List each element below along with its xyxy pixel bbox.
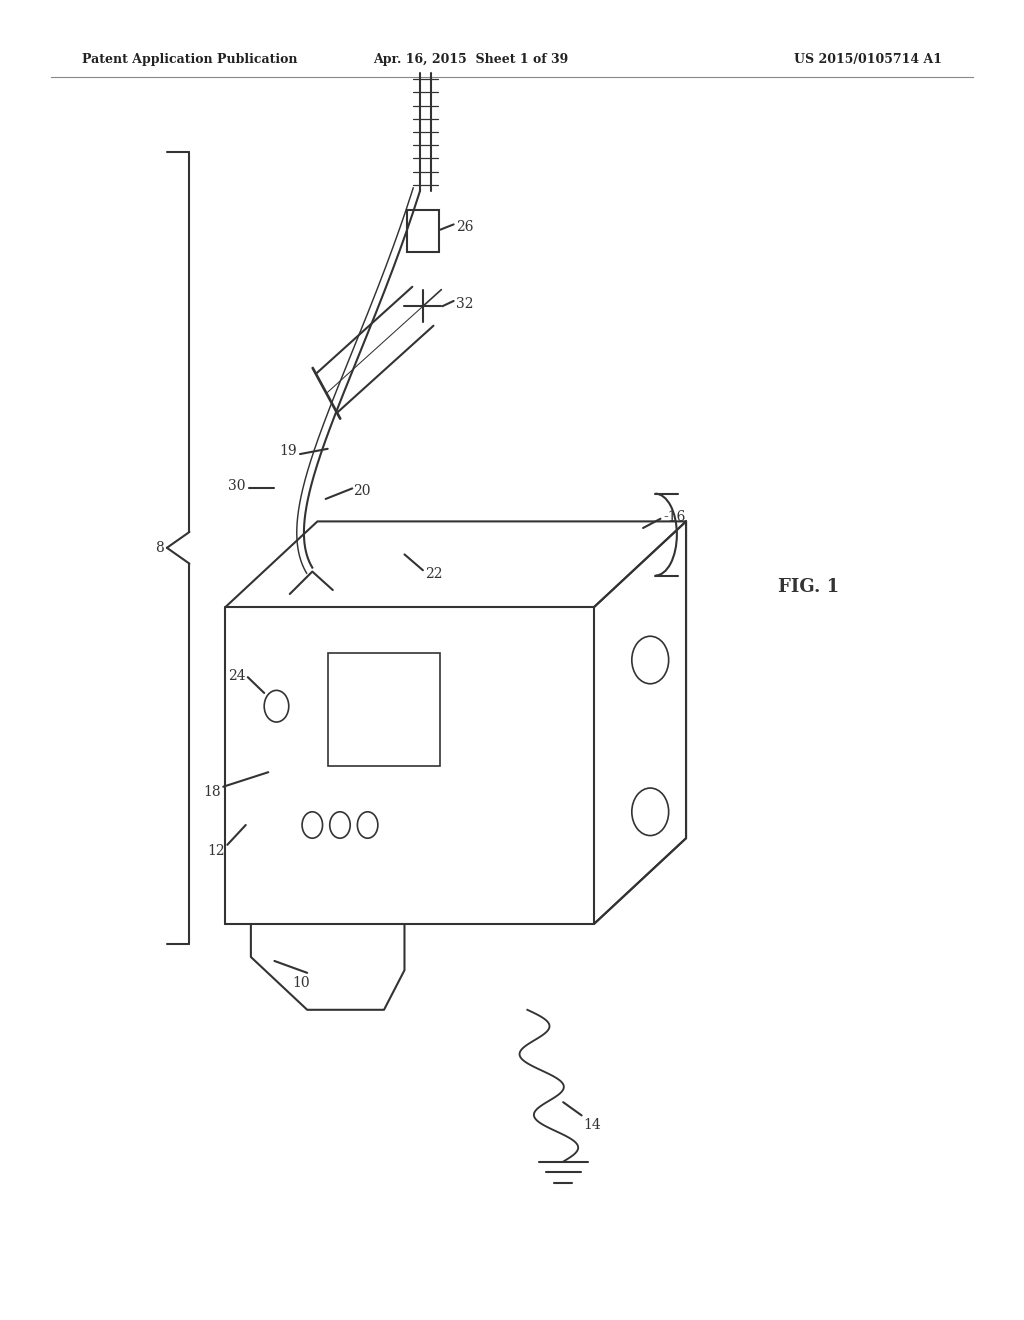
Text: FIG. 1: FIG. 1 <box>778 578 840 597</box>
Text: -16: -16 <box>664 511 686 524</box>
Text: Apr. 16, 2015  Sheet 1 of 39: Apr. 16, 2015 Sheet 1 of 39 <box>374 53 568 66</box>
Text: US 2015/0105714 A1: US 2015/0105714 A1 <box>794 53 942 66</box>
Text: Patent Application Publication: Patent Application Publication <box>82 53 297 66</box>
Text: 20: 20 <box>353 484 371 498</box>
Text: 12: 12 <box>208 845 225 858</box>
Text: 19: 19 <box>280 445 297 458</box>
Text: 32: 32 <box>456 297 473 310</box>
Text: 26: 26 <box>456 220 473 234</box>
Text: 30: 30 <box>228 479 246 492</box>
Text: 8: 8 <box>155 541 164 554</box>
Text: 14: 14 <box>584 1118 601 1131</box>
Text: 18: 18 <box>204 785 221 799</box>
Text: 10: 10 <box>292 977 309 990</box>
Text: 24: 24 <box>228 669 246 682</box>
Text: 22: 22 <box>425 568 442 581</box>
